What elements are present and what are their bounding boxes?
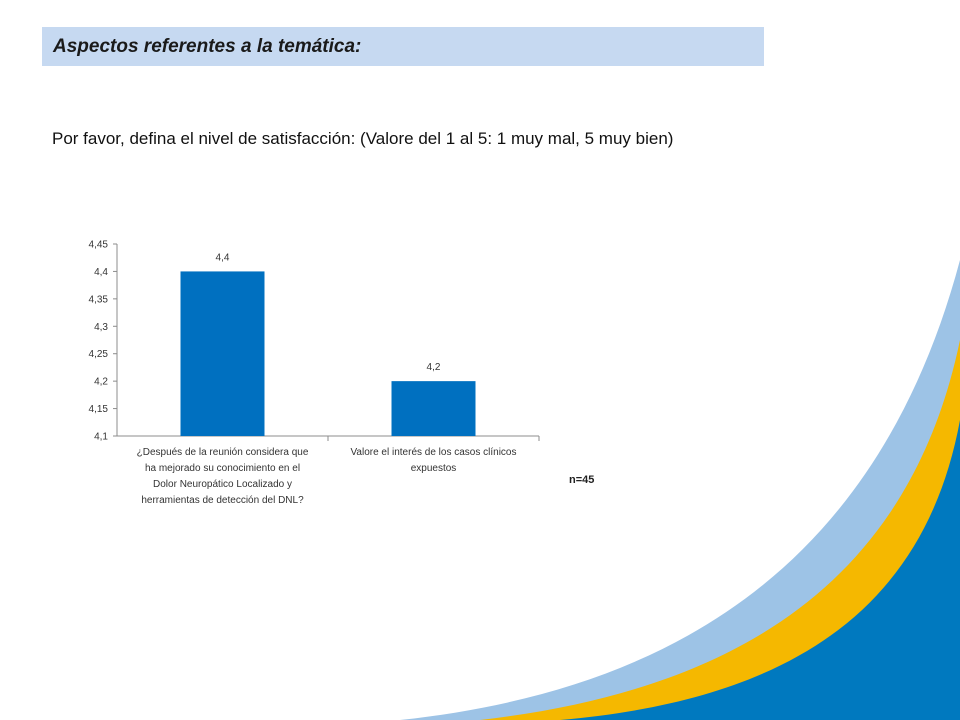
x-category-label: ha mejorado su conocimiento en el — [145, 463, 300, 474]
y-tick-label: 4,1 — [94, 432, 108, 443]
data-label: 4,4 — [216, 252, 230, 263]
question-text: Por favor, defina el nivel de satisfacci… — [52, 129, 674, 148]
bar — [391, 381, 476, 436]
x-category-label: Dolor Neuropático Localizado y — [153, 479, 292, 490]
y-tick-label: 4,45 — [89, 240, 109, 251]
x-category-label: ¿Después de la reunión considera que — [137, 447, 309, 458]
title-bar: Aspectos referentes a la temática: — [42, 27, 764, 66]
y-tick-label: 4,15 — [89, 404, 109, 415]
wave-blue — [560, 420, 960, 720]
x-category-label: expuestos — [411, 463, 457, 474]
bar — [180, 271, 265, 436]
x-category-label: herramientas de detección del DNL? — [141, 495, 304, 506]
wave-gold — [480, 340, 960, 720]
page-title: Aspectos referentes a la temática: — [53, 36, 362, 57]
y-tick-label: 4,3 — [94, 322, 108, 333]
x-category-label: Valore el interés de los casos clínicos — [350, 447, 516, 458]
data-label: 4,2 — [427, 362, 441, 373]
y-tick-label: 4,25 — [89, 349, 109, 360]
sample-size-label: n=45 — [569, 474, 595, 486]
y-tick-label: 4,35 — [89, 294, 109, 305]
y-tick-label: 4,4 — [94, 267, 108, 278]
y-tick-label: 4,2 — [94, 377, 108, 388]
